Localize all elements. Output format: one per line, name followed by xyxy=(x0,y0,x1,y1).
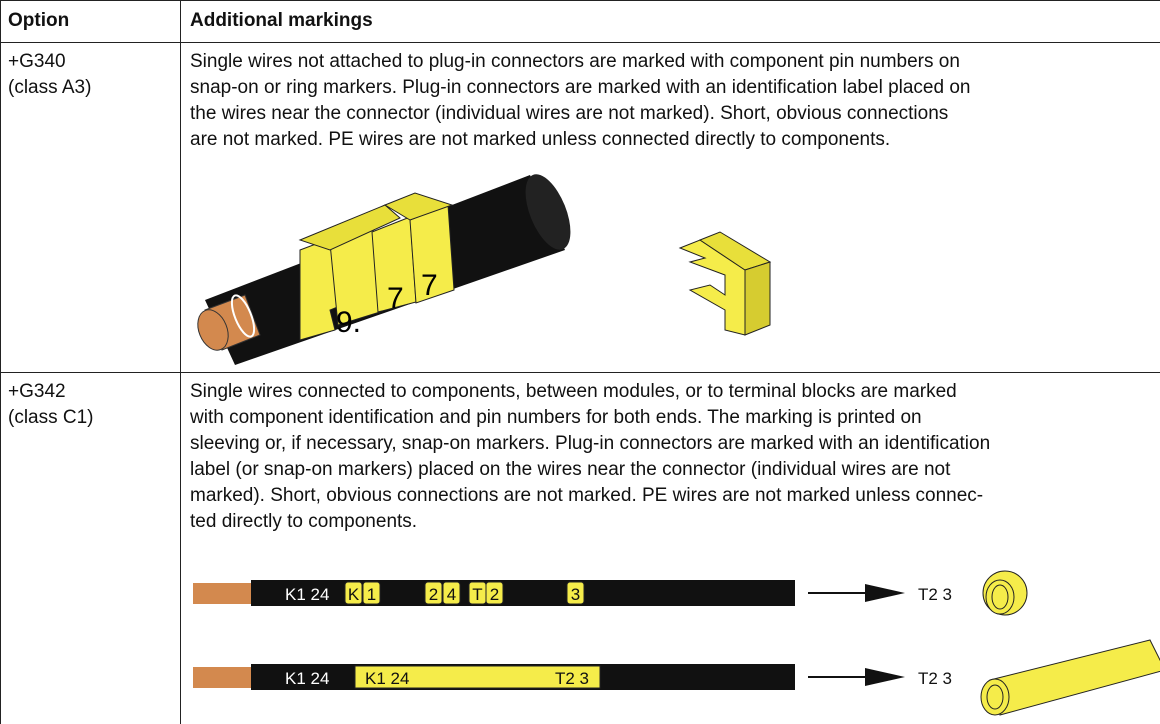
description-line: the wires near the connector (individual… xyxy=(190,103,949,124)
sleeve-label: K1 24 xyxy=(285,669,329,688)
header-markings: Additional markings xyxy=(190,10,373,31)
marker xyxy=(344,581,363,605)
option-text: (class C1) xyxy=(8,407,94,428)
marker xyxy=(362,581,381,605)
marker-label: T xyxy=(472,585,482,604)
description-line: label (or snap-on markers) placed on the… xyxy=(190,459,951,480)
end-label: T2 3 xyxy=(918,585,952,604)
marker xyxy=(485,581,504,605)
description-line: snap-on or ring markers. Plug-in connect… xyxy=(190,77,971,98)
marker-label: 3 xyxy=(571,585,580,604)
marker-label: K1 24 xyxy=(365,669,409,688)
marker-label: T2 3 xyxy=(555,669,589,688)
marker-label: K xyxy=(348,585,360,604)
marker xyxy=(424,581,443,605)
description-line: sleeving or, if necessary, snap-on marke… xyxy=(190,433,991,454)
description-line: marked). Short, obvious connections are … xyxy=(190,485,984,506)
description-line: with component identification and pin nu… xyxy=(190,407,922,428)
marker-label: 2 xyxy=(490,585,499,604)
description-line: ted directly to components. xyxy=(190,511,418,532)
snap-on-marker xyxy=(678,231,772,336)
marker-label: 9. xyxy=(336,306,361,339)
description-line: Single wires not attached to plug-in con… xyxy=(190,51,960,72)
marker xyxy=(566,581,585,605)
header-option: Option xyxy=(8,10,70,31)
marker-label: 1 xyxy=(367,585,376,604)
marker-label: 2 xyxy=(429,585,438,604)
option-text: +G342 xyxy=(8,381,66,402)
cable-1: K1 24 K 1 2 4 T 2 3 T2 3 xyxy=(193,570,1028,616)
description-line: are not marked. PE wires are not marked … xyxy=(190,129,891,150)
option-text: (class A3) xyxy=(8,77,92,98)
marker-label: 7 xyxy=(421,269,438,302)
description-line: Single wires connected to components, be… xyxy=(190,381,957,402)
option-text: +G340 xyxy=(8,51,66,72)
ring-markers xyxy=(298,192,455,341)
marker-label: 4 xyxy=(447,585,456,604)
marker-label: 7 xyxy=(387,282,404,315)
cable-2: K1 24 K1 24 T2 3 T2 3 xyxy=(193,639,1160,716)
sleeve-label: K1 24 xyxy=(285,585,329,604)
marker xyxy=(442,581,461,605)
end-label: T2 3 xyxy=(918,669,952,688)
